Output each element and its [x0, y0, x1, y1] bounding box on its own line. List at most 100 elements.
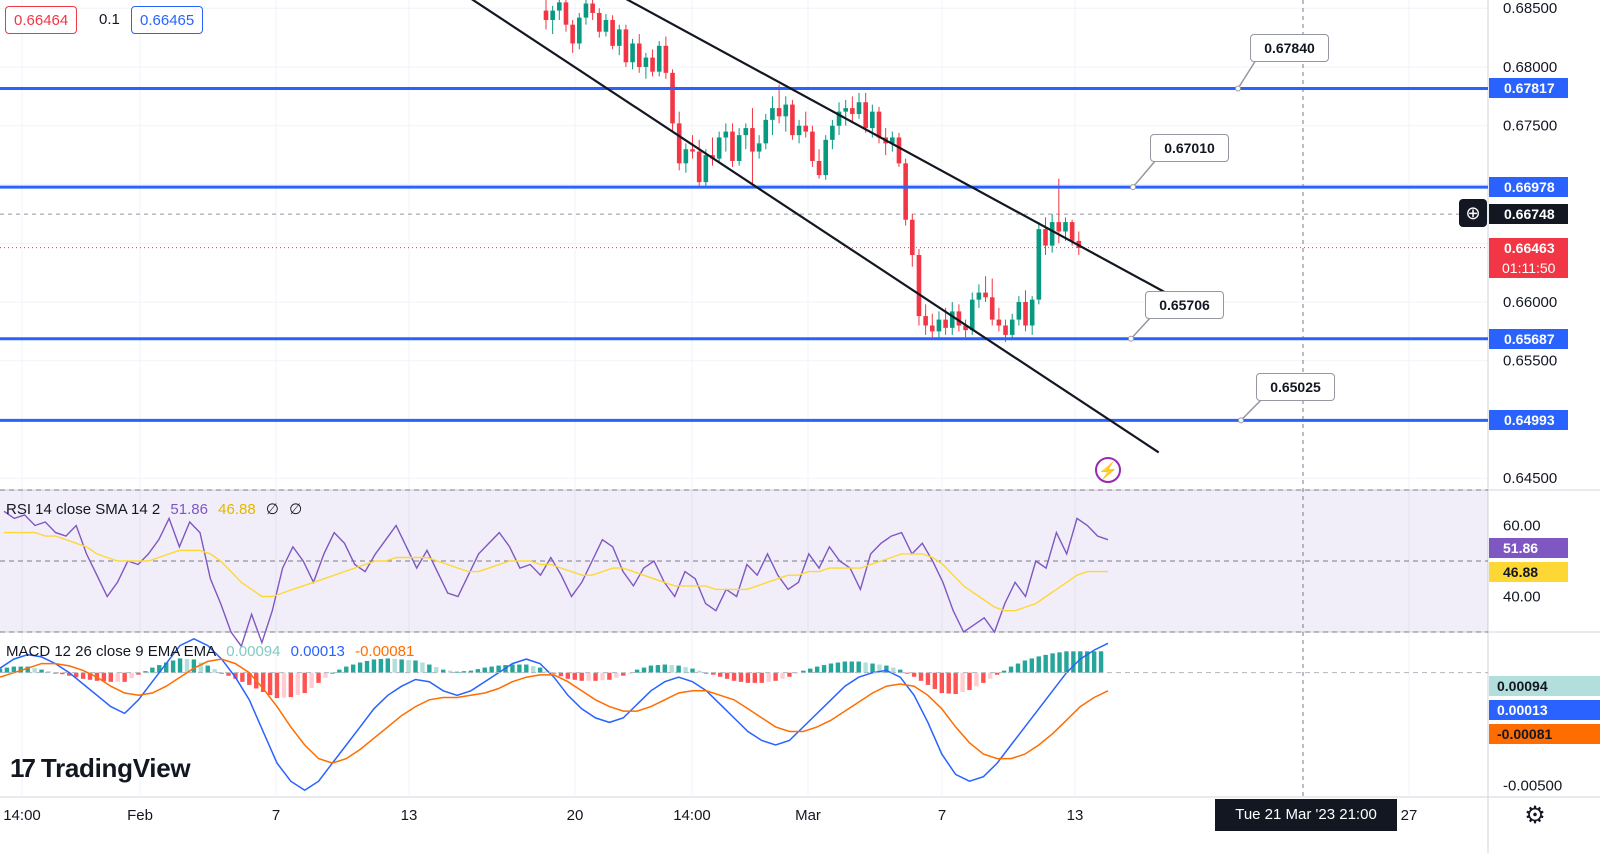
macd-histogram-bar: [621, 672, 626, 676]
callout-anchor: [1130, 184, 1136, 191]
candle-body: [650, 57, 655, 72]
macd-histogram-bar: [302, 672, 307, 694]
macd-histogram-bar: [46, 671, 51, 673]
macd-histogram-bar: [406, 659, 411, 673]
macd-histogram-bar: [385, 658, 390, 673]
macd-histogram-bar: [267, 672, 273, 696]
macd-histogram-bar: [531, 666, 536, 673]
candle-body: [910, 219, 915, 255]
macd-histogram-bar: [995, 672, 1000, 675]
candle-body: [1029, 299, 1035, 326]
macd-histogram-bar: [1085, 651, 1090, 673]
macd-histogram-bar: [558, 672, 564, 677]
macd-histogram-bar: [434, 667, 439, 673]
callout-label[interactable]: 0.67840: [1250, 34, 1329, 62]
lightning-event-icon: [1095, 457, 1121, 483]
macd-histogram-bar: [170, 660, 176, 673]
channel-lower-line: [471, 0, 1160, 454]
callout-anchor: [1238, 417, 1244, 424]
price-tag: 0.66748: [1489, 204, 1568, 225]
macd-histogram-bar: [330, 672, 335, 674]
macd-histogram-bar: [129, 672, 134, 679]
candle-body: [776, 108, 782, 117]
lightning-glyph: ⚡: [1098, 461, 1118, 480]
candle-body: [670, 72, 675, 124]
macd-histogram-bar: [898, 669, 903, 673]
candles-layer: [543, 0, 1082, 342]
macd-histogram-bar: [184, 658, 190, 673]
macd-histogram-bar: [39, 669, 44, 673]
macd-histogram-bar: [711, 672, 716, 675]
macd-histogram-bar: [967, 672, 972, 690]
bid-price-pill[interactable]: 0.66464: [5, 6, 78, 34]
support-resistance-levels[interactable]: [0, 86, 1488, 422]
macd-histogram-bar: [669, 665, 674, 673]
candle-body: [743, 128, 749, 136]
macd-legend[interactable]: MACD 12 26 close 9 EMA EMA 0.00094 0.000…: [6, 643, 420, 660]
callout-anchor: [1128, 335, 1134, 342]
candle-body: [830, 125, 835, 140]
candle-body: [610, 19, 615, 46]
macd-histogram-bar: [122, 672, 127, 682]
candle-body: [890, 137, 895, 144]
candle-body: [756, 143, 762, 152]
candle-body: [750, 128, 755, 152]
macd-histogram-bar: [600, 672, 605, 681]
callout-label[interactable]: 0.65706: [1145, 291, 1224, 319]
rsi-axis-label: 40.00: [1503, 589, 1541, 606]
macd-histogram-bar: [524, 664, 529, 673]
macd-histogram-bar: [164, 662, 169, 673]
macd-histogram-bar: [371, 659, 377, 673]
macd-histogram-bar: [745, 672, 751, 683]
rsi-legend[interactable]: RSI 14 close SMA 14 2 51.86 46.88 ∅ ∅: [6, 500, 308, 518]
macd-histogram-bar: [932, 672, 938, 689]
tradingview-logo[interactable]: 17 TradingView: [10, 752, 191, 784]
macd-histogram-bar: [378, 658, 384, 673]
logo-text: TradingView: [40, 752, 191, 783]
time-axis-label: Mar: [795, 807, 821, 824]
macd-histogram-bar: [226, 672, 231, 676]
macd-histogram-bar: [780, 672, 785, 679]
time-axis-label: 14:00: [673, 807, 711, 824]
price-axis-label: 0.67500: [1503, 118, 1557, 135]
macd-histogram-bar: [974, 672, 979, 687]
rsi-value-tag: 51.86: [1489, 538, 1568, 558]
macd-histogram-bar: [392, 658, 397, 673]
ask-price-pill[interactable]: 0.66465: [131, 6, 204, 34]
macd-histogram-bar: [337, 669, 342, 673]
callout-label[interactable]: 0.67010: [1150, 134, 1229, 162]
rsi-axis-label: 60.00: [1503, 518, 1541, 535]
macd-histogram-bar: [357, 662, 363, 673]
add-alert-icon[interactable]: ⊕: [1459, 199, 1487, 227]
candle-body: [736, 135, 742, 161]
macd-histogram-bar: [676, 665, 681, 673]
trend-channel[interactable]: ⚡: [366, 0, 1278, 483]
channel-upper-line: [625, 0, 1173, 298]
macd-signal-tag: -0.00081: [1489, 724, 1600, 744]
macd-histogram-bar: [143, 671, 148, 673]
gear-icon[interactable]: ⚙: [1524, 802, 1546, 829]
macd-histogram-bar: [641, 667, 647, 673]
macd-histogram-bar: [814, 666, 820, 673]
price-tag: 0.66463 01:11:50: [1489, 237, 1568, 278]
macd-histogram-bar: [32, 668, 37, 673]
callout-pointer: [1240, 398, 1278, 421]
macd-histogram-bar: [648, 665, 654, 673]
macd-histogram-bar: [1022, 660, 1028, 673]
macd-histogram-bar: [690, 668, 695, 673]
candle-body: [943, 319, 948, 328]
callout-label[interactable]: 0.65025: [1256, 373, 1335, 401]
macd-axis-label: -0.00500: [1503, 778, 1562, 795]
rsi-sma-tag: 46.88: [1489, 562, 1568, 582]
macd-histogram-bar: [953, 672, 958, 695]
macd-histogram-bar: [787, 672, 792, 677]
macd-histogram-bar: [925, 672, 931, 685]
callout-pointer: [1237, 59, 1272, 89]
candle-body: [863, 102, 868, 129]
candle-body: [816, 160, 822, 176]
candle-body: [570, 24, 575, 44]
macd-histogram-bar: [960, 672, 965, 693]
macd-histogram-bar: [67, 672, 72, 676]
time-axis-label: 27: [1401, 807, 1418, 824]
